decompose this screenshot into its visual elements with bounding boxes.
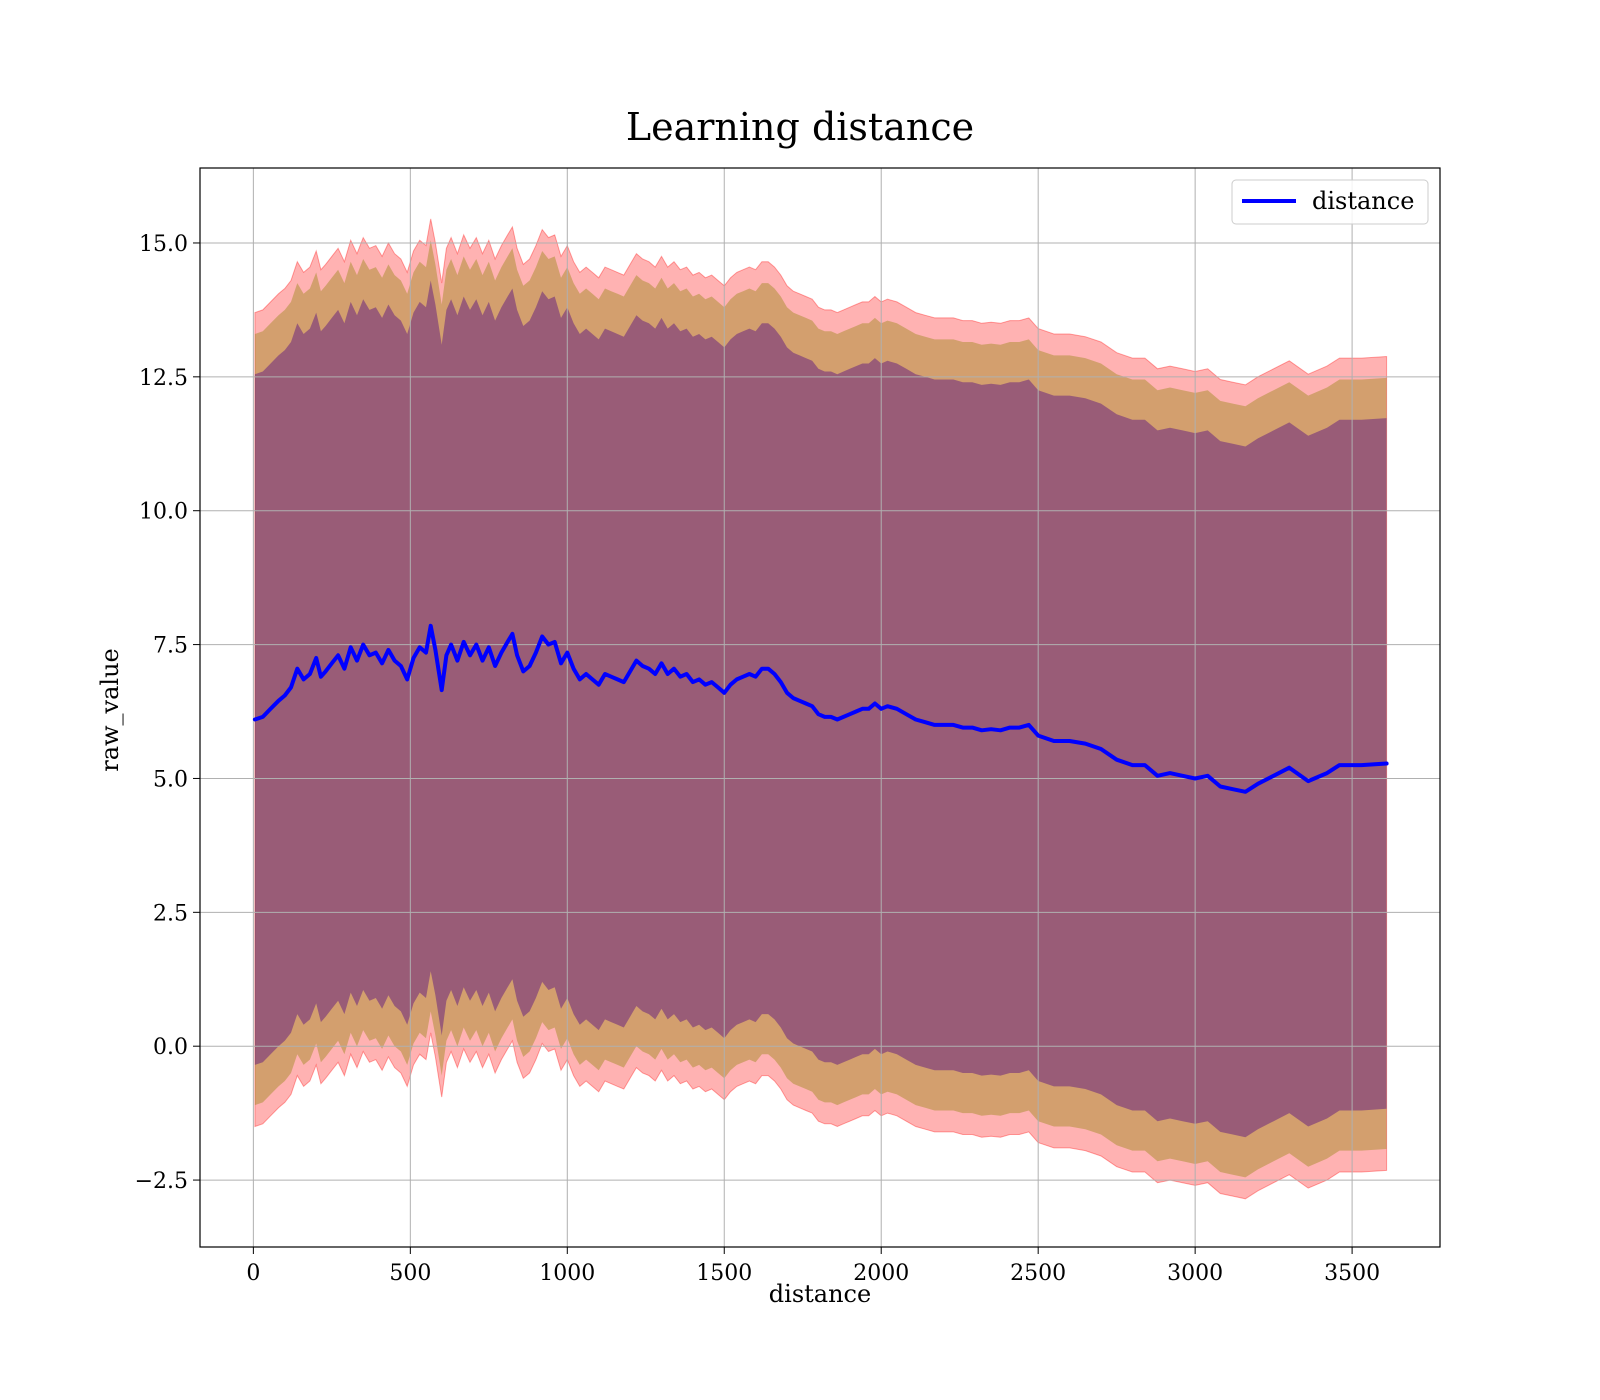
band-outer (254, 218, 1388, 1200)
series-line-distance (252, 623, 1389, 794)
y-tick-label: 7.5 (153, 634, 188, 659)
y-tick-label: 2.5 (153, 901, 188, 926)
band-middle (254, 240, 1387, 1178)
y-axis: −2.5 0.0 2.5 5.0 7.5 10.0 12.5 15.0 (135, 232, 200, 1194)
x-tick-label: 3500 (1324, 1261, 1380, 1286)
x-tick-label: 3000 (1167, 1261, 1223, 1286)
y-tick-label: 5.0 (153, 767, 188, 792)
y-tick-label: 15.0 (139, 232, 188, 257)
series-layer (252, 623, 1389, 794)
plot-area (199, 167, 1441, 1248)
legend: distance (1231, 179, 1429, 225)
y-axis-label: raw_value (96, 648, 124, 772)
legend-box (1231, 179, 1429, 225)
x-tick-label: 2500 (1010, 1261, 1066, 1286)
x-tick-label: 1000 (539, 1261, 595, 1286)
x-tick-label: 1500 (696, 1261, 752, 1286)
y-tick-label: 10.0 (139, 500, 188, 525)
x-tick-label: 500 (389, 1261, 431, 1286)
x-axis: 0 500 1000 1500 2000 2500 3000 3500 (246, 1247, 1380, 1286)
plot-frame (199, 167, 1441, 1248)
y-tick-label: −2.5 (135, 1169, 188, 1194)
y-tick-label: 0.0 (153, 1035, 188, 1060)
chart-title: Learning distance (626, 105, 974, 149)
confidence-bands (254, 218, 1388, 1200)
x-axis-label: distance (769, 1280, 871, 1308)
legend-label-distance: distance (1312, 187, 1414, 215)
x-tick-label: 2000 (853, 1261, 909, 1286)
band-inner (254, 280, 1387, 1138)
y-tick-label: 12.5 (139, 366, 188, 391)
x-tick-label: 0 (246, 1261, 260, 1286)
